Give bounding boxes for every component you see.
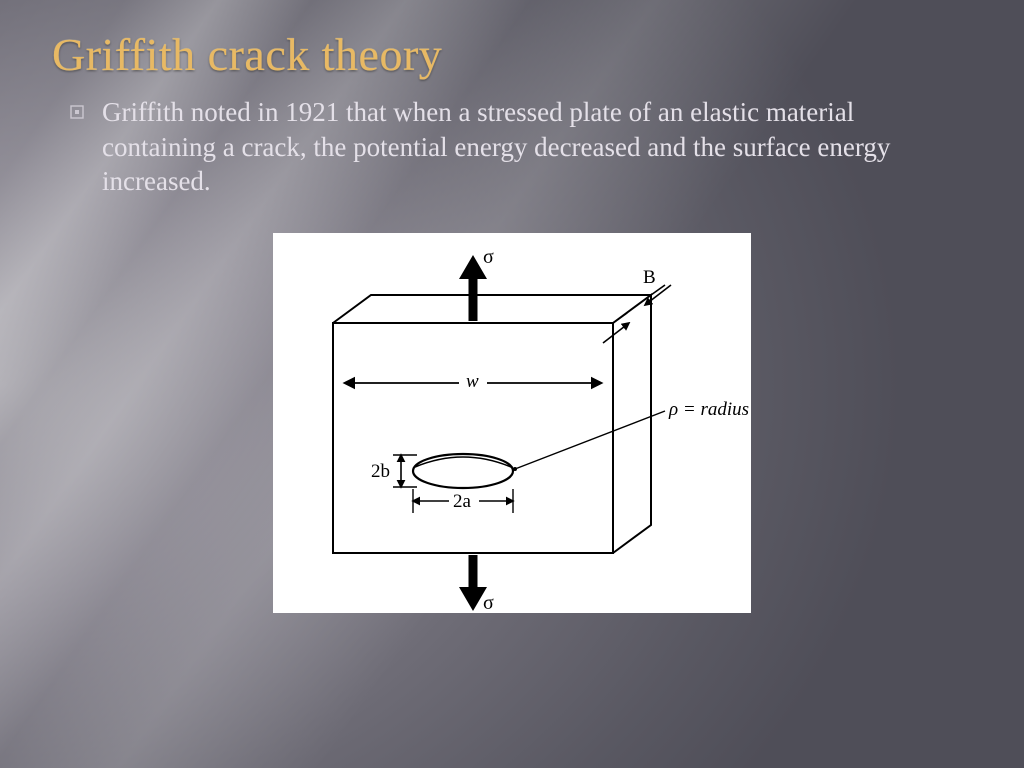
label-sigma-top: σ (483, 246, 494, 268)
bullet-text: Griffith noted in 1921 that when a stres… (102, 95, 942, 199)
slide-title: Griffith crack theory (52, 28, 972, 81)
label-B: B (643, 267, 656, 288)
square-bullet-icon (70, 105, 84, 124)
label-w: w (466, 371, 479, 392)
slide: Griffith crack theory Griffith noted in … (0, 0, 1024, 768)
bullet-row: Griffith noted in 1921 that when a stres… (52, 95, 972, 199)
figure-container: B σ σ σ w ρ (52, 233, 972, 613)
label-sigma-bottom-vis: σ (483, 592, 494, 613)
label-2a: 2a (453, 491, 472, 512)
label-rho-text: ρ = radius (668, 399, 749, 420)
label-2b: 2b (371, 461, 390, 482)
griffith-crack-diagram: B σ σ σ w ρ (273, 233, 751, 613)
